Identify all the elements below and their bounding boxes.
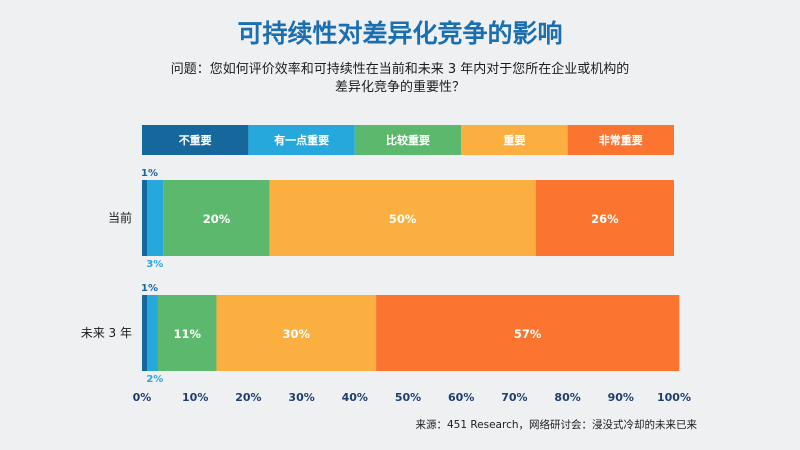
- bar-1-0: [142, 295, 148, 371]
- x-tick-9: 90%: [608, 391, 634, 404]
- legend-swatch-3: [461, 125, 568, 155]
- question-text: 问题：您如何评价效率和可持续性在当前和未来 3 年内对于您所在企业或机构的 差异…: [0, 61, 800, 97]
- bar-0-4: [535, 180, 674, 256]
- data-label-1-3: 30%: [283, 327, 311, 341]
- legend-swatch-1: [248, 125, 355, 155]
- bar-1-2: [157, 295, 217, 371]
- bar-1-3: [216, 295, 377, 371]
- question-line-2: 差异化竞争的重要性？: [334, 80, 465, 95]
- bar-0-0: [142, 180, 148, 256]
- question-line-1: 问题：您如何评价效率和可持续性在当前和未来 3 年内对于您所在企业或机构的: [170, 62, 630, 77]
- chart-title: 可持续性对差异化竞争的影响: [237, 19, 563, 48]
- x-tick-7: 70%: [501, 391, 527, 404]
- data-label-0-4: 26%: [591, 212, 619, 226]
- data-label-0-3: 50%: [389, 212, 417, 226]
- data-label-0-1: 3%: [146, 259, 163, 270]
- x-tick-1: 10%: [182, 391, 208, 404]
- legend-swatch-4: [567, 125, 674, 155]
- bar-1-1: [147, 295, 158, 371]
- legend-label-0: 不重要: [179, 133, 212, 147]
- category-label-1: 未来 3 年: [81, 326, 132, 340]
- data-label-0-0: 1%: [141, 168, 158, 179]
- x-tick-8: 80%: [554, 391, 580, 404]
- legend-label-1: 有一点重要: [274, 133, 329, 147]
- legend-label-3: 重要: [503, 133, 525, 147]
- bar-0-1: [147, 180, 164, 256]
- legend-label-2: 比较重要: [386, 133, 430, 147]
- data-label-1-0: 1%: [141, 283, 158, 294]
- data-label-1-2: 11%: [173, 327, 201, 341]
- bar-1-4: [376, 295, 680, 371]
- legend-label-4: 非常重要: [599, 133, 643, 147]
- x-tick-3: 30%: [288, 391, 314, 404]
- data-label-1-4: 57%: [514, 327, 542, 341]
- x-tick-6: 60%: [448, 391, 474, 404]
- category-label-0: 当前: [108, 210, 132, 225]
- legend-swatch-2: [354, 125, 462, 155]
- x-tick-2: 20%: [235, 391, 261, 404]
- bar-0-2: [163, 180, 270, 256]
- x-tick-4: 40%: [342, 391, 368, 404]
- source-note: 来源：451 Research，网络研讨会：浸没式冷却的未来已来: [415, 419, 697, 431]
- x-tick-5: 50%: [395, 391, 421, 404]
- data-label-0-2: 20%: [203, 212, 231, 226]
- data-label-1-1: 2%: [146, 374, 163, 385]
- legend-swatch-0: [142, 125, 249, 155]
- bar-0-3: [269, 180, 536, 256]
- x-tick-10: 100%: [657, 391, 691, 404]
- x-tick-0: 0%: [133, 391, 152, 404]
